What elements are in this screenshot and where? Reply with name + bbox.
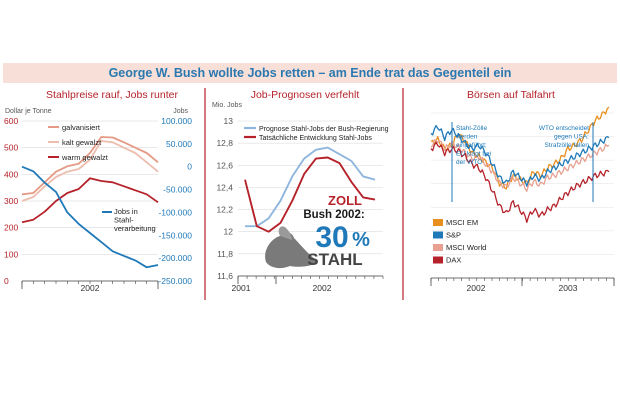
annotation-text: EU klagt bei xyxy=(456,151,491,158)
chart-title: Stahlpreise rauf, Jobs runter xyxy=(46,89,178,101)
y-tick-label-left: 600 xyxy=(4,116,18,126)
x-tick-label: 2001 xyxy=(232,283,251,293)
annotation-text: ZOLL xyxy=(328,193,362,208)
seal-icon xyxy=(265,232,317,269)
annotation-text: gegen USA: xyxy=(554,134,589,141)
seal-icon xyxy=(278,226,292,240)
annotation-text: % xyxy=(352,229,370,251)
x-tick-label: 2002 xyxy=(313,283,332,293)
legend-label: Tatsächliche Entwicklung Stahl-Jobs xyxy=(259,135,372,142)
legend-label: DAX xyxy=(446,256,461,265)
y-tick-label: 13 xyxy=(224,116,234,126)
chart-panel-3: Börsen auf Talfahrt 2002 2003 Stahl-Zölle we… xyxy=(430,89,615,293)
y-tick-label: 12,2 xyxy=(216,205,233,215)
y-tick-label-left: 400 xyxy=(4,169,18,179)
page-title: George W. Bush wollte Jobs retten – am E… xyxy=(108,66,512,80)
legend-label: MSCI EM xyxy=(446,218,478,227)
legend-label: warm gewalzt xyxy=(61,153,109,162)
y-tick-label: 12 xyxy=(224,227,234,237)
annotation-text: Strafzölle fallen xyxy=(545,142,590,149)
legend-label: galvanisiert xyxy=(62,123,101,132)
x-tick-label: 2003 xyxy=(559,283,578,293)
chart-title: Job-Prognosen verfehlt xyxy=(251,89,360,101)
series-line xyxy=(245,146,376,228)
y-tick-label-left: 300 xyxy=(4,196,18,206)
y-tick-label-right: -100.000 xyxy=(158,207,192,217)
legend-label: S&P xyxy=(446,231,461,240)
legend-label: Stahl- xyxy=(114,216,134,225)
series-line xyxy=(21,177,159,224)
legend-swatch xyxy=(433,219,443,226)
legend-swatch xyxy=(433,244,443,251)
legend-label: kalt gewalzt xyxy=(62,138,102,147)
series-line xyxy=(21,165,159,269)
y-tick-label-left: 0 xyxy=(4,276,9,286)
title-bar: George W. Bush wollte Jobs retten – am E… xyxy=(3,63,617,83)
annotation-text: STAHL xyxy=(307,250,362,269)
annotation-text: werden xyxy=(455,134,478,141)
annotation-text: 30 xyxy=(315,221,348,254)
series-line xyxy=(21,140,159,202)
legend-swatch xyxy=(433,256,443,264)
y-tick-label-right: 0 xyxy=(187,162,192,172)
series-line xyxy=(430,124,610,187)
chart-title: Börsen auf Talfahrt xyxy=(467,89,555,101)
y-tick-label: 12,8 xyxy=(216,138,233,148)
y-tick-label-right: 100.000 xyxy=(161,116,192,126)
legend-label: Jobs in xyxy=(114,207,138,216)
y-tick-label-left: 500 xyxy=(4,143,18,153)
series-line xyxy=(430,139,610,192)
annotation-text: der WTO xyxy=(456,159,482,166)
y-tick-label: 11,6 xyxy=(217,271,233,281)
series-line xyxy=(244,156,376,233)
y-axis-label: Mio. Jobs xyxy=(212,102,242,109)
series-line xyxy=(430,141,610,223)
chart-panel-2: Job-Prognosen verfehlt Mio. Jobs 11,6 11,8 1… xyxy=(212,89,389,293)
y-tick-label-right: -200.000 xyxy=(158,253,192,263)
y-tick-label-left: 100 xyxy=(4,249,18,259)
chart-panel-1: Stahlpreise rauf, Jobs runter Dollar je T… xyxy=(4,89,192,293)
x-tick-label: 2002 xyxy=(467,283,486,293)
y-tick-label-right: -150.000 xyxy=(158,230,192,240)
y-tick-label-right: -250.000 xyxy=(158,276,192,286)
y-tick-label-right: 50.000 xyxy=(166,139,192,149)
annotation-text: eingeführt; xyxy=(456,142,487,149)
y-tick-label: 12,6 xyxy=(216,160,233,170)
legend-label: Prognose Stahl-Jobs der Bush-Regierung xyxy=(259,126,389,133)
legend-swatch xyxy=(433,231,443,239)
y-tick-label: 11,8 xyxy=(217,249,233,259)
y-tick-label: 12,4 xyxy=(216,182,233,192)
annotation-text: WTO entscheidet xyxy=(539,125,589,132)
y-tick-label-right: -50.000 xyxy=(163,185,192,195)
y-tick-label-left: 200 xyxy=(4,223,18,233)
y-axis-label-left: Dollar je Tonne xyxy=(5,108,52,115)
x-tick-label: 2002 xyxy=(81,283,100,293)
annotation-text: Stahl-Zölle xyxy=(456,125,487,132)
annotation-text: Bush 2002: xyxy=(303,209,364,221)
y-axis-label-right: Jobs xyxy=(173,108,188,115)
legend-label: verarbeitung xyxy=(114,224,156,233)
legend-label: MSCI World xyxy=(446,243,486,252)
series-line xyxy=(430,106,610,190)
